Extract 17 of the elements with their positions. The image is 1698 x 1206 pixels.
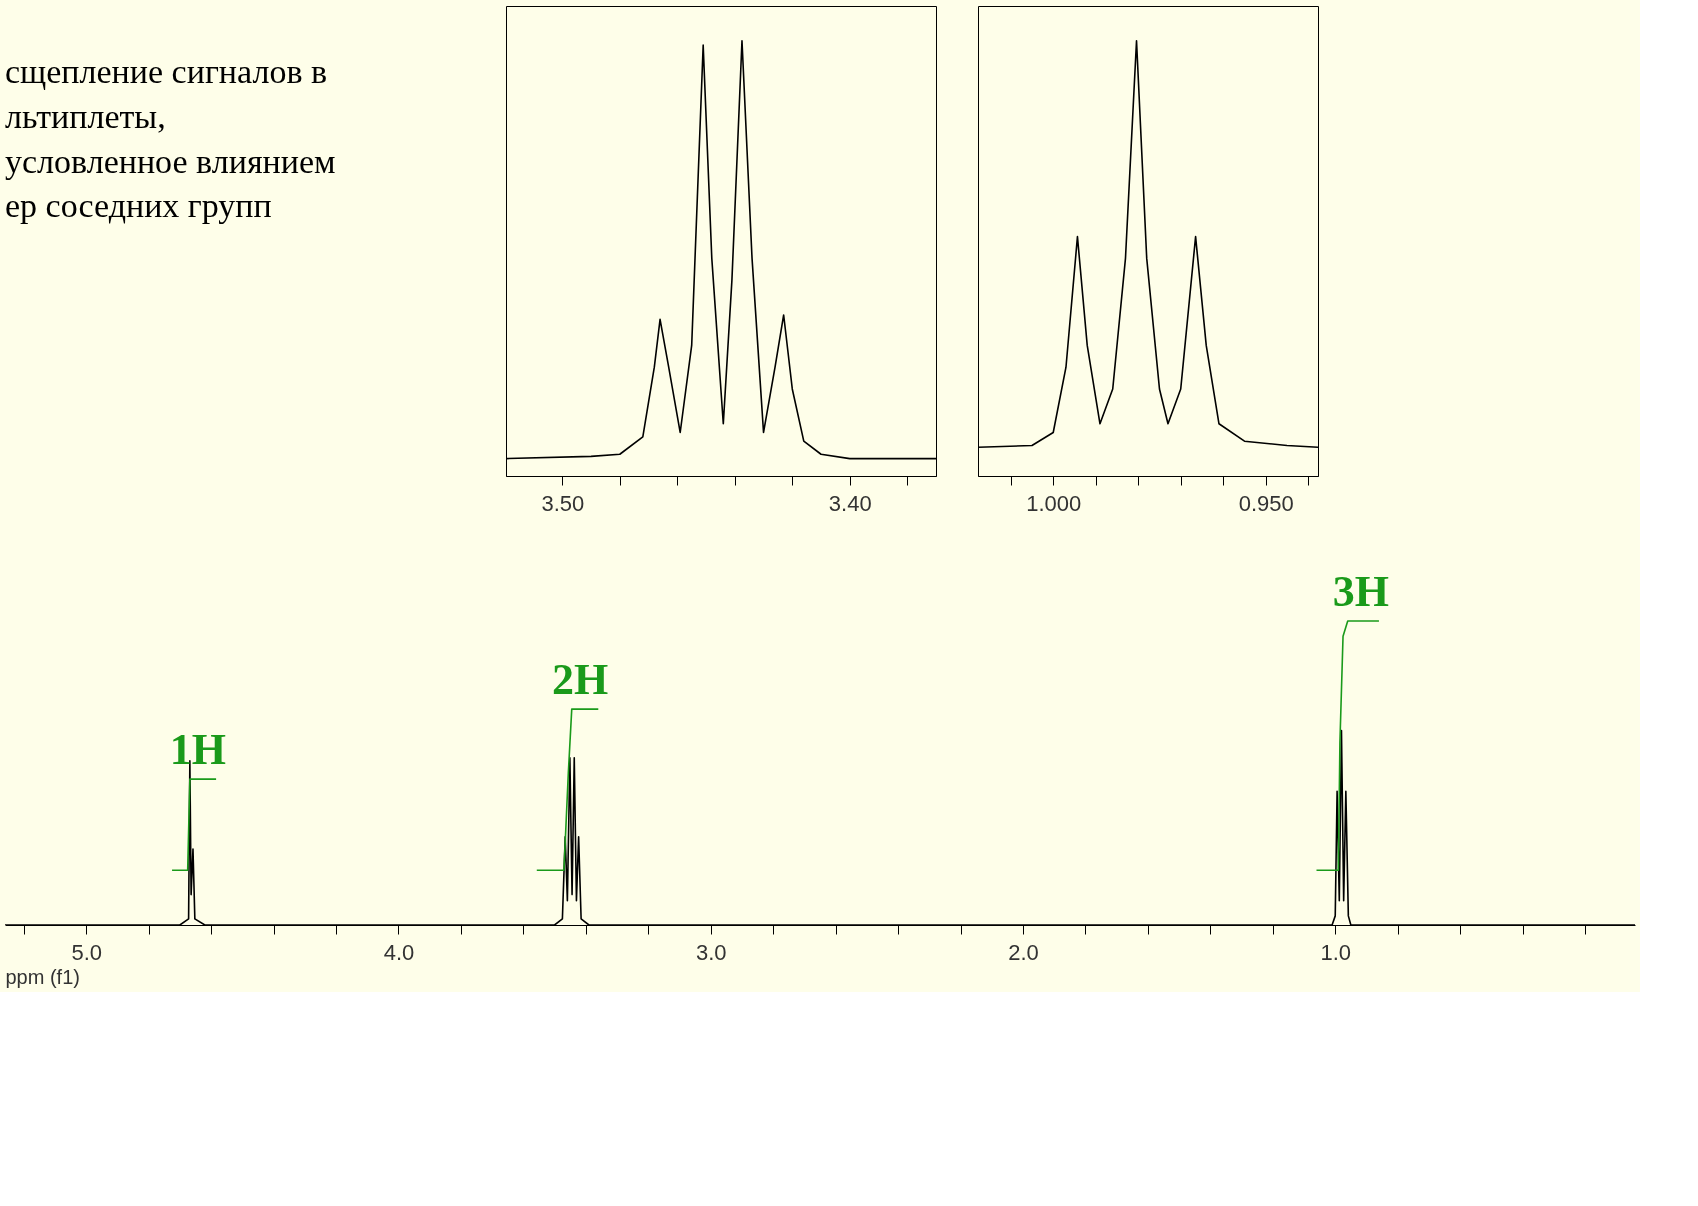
annotation: 2H: [552, 655, 609, 705]
x-tick-label: 1.000: [1026, 490, 1082, 516]
x-tick-label: 2.0: [1008, 939, 1039, 965]
x-tick-label: 3.40: [828, 490, 872, 516]
text: ер соседних групп: [5, 187, 272, 225]
text: сщепление сигналов в: [5, 53, 327, 91]
annotation: 3H: [1332, 567, 1389, 616]
x-tick-label: 0.950: [1238, 490, 1294, 516]
annotation: 1H: [169, 725, 227, 775]
text: льтиплеты,: [5, 97, 166, 135]
x-tick-label: 4.0: [383, 939, 415, 965]
x-tick-label: 5.0: [71, 939, 102, 965]
x-tick-label: 1.0: [1320, 939, 1352, 965]
x-axis-title: ppm (f1): [5, 965, 80, 988]
x-tick-label: 3.0: [695, 939, 727, 965]
text: условленное влиянием: [5, 142, 336, 180]
x-tick-label: 3.50: [541, 490, 585, 516]
